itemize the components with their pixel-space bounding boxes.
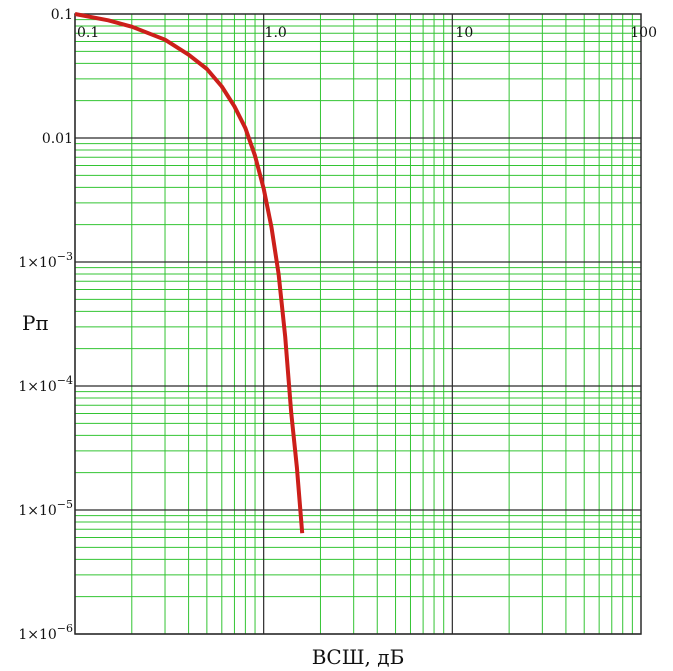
plot-frame <box>74 13 642 635</box>
x-tick-label: 1.0 <box>265 25 287 41</box>
minor-grid <box>75 14 641 634</box>
series-layer <box>74 12 305 534</box>
y-tick-labels: 0.1 0.01 1×10−3 1×10−4 1×10−5 1×10−6 <box>18 7 73 643</box>
major-grid <box>74 14 641 635</box>
x-axis-label: ВСШ, дБ <box>312 645 405 669</box>
series-line-0 <box>74 12 305 534</box>
x-tick-label: 100 <box>630 25 657 41</box>
y-axis-label: Рп <box>22 311 49 335</box>
y-tick-label: 1×10−5 <box>18 498 73 519</box>
x-tick-label: 0.1 <box>77 25 99 41</box>
y-tick-label: 1×10−4 <box>18 374 73 395</box>
y-tick-label: 1×10−6 <box>18 622 73 643</box>
y-tick-label: 1×10−3 <box>18 250 73 271</box>
x-tick-labels: 0.1 1.0 10 100 <box>77 25 657 41</box>
y-tick-label: 0.01 <box>42 131 73 147</box>
y-tick-label: 0.1 <box>51 7 73 23</box>
x-tick-label: 10 <box>455 25 473 41</box>
